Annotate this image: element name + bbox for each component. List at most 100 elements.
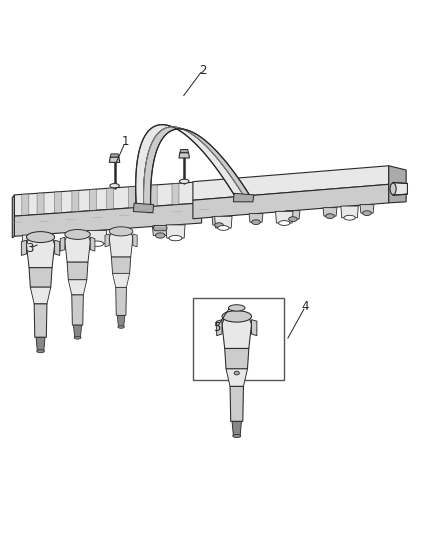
Polygon shape [153,225,167,231]
Polygon shape [34,234,47,239]
Polygon shape [179,152,189,158]
Polygon shape [111,257,131,273]
Text: 4: 4 [301,300,309,313]
Polygon shape [105,234,109,247]
Polygon shape [193,184,389,219]
Polygon shape [136,125,244,207]
Polygon shape [14,203,201,236]
Ellipse shape [109,227,133,236]
Polygon shape [71,231,85,237]
Polygon shape [152,226,168,236]
Polygon shape [33,235,48,244]
Polygon shape [393,182,407,195]
Polygon shape [22,235,42,248]
Ellipse shape [229,305,245,311]
Ellipse shape [344,215,355,220]
Ellipse shape [65,230,90,239]
Ellipse shape [279,221,290,225]
Ellipse shape [26,232,55,243]
Polygon shape [249,214,263,222]
Ellipse shape [36,241,46,247]
Polygon shape [30,287,51,304]
Polygon shape [276,212,293,223]
Ellipse shape [252,220,260,224]
Polygon shape [60,237,65,251]
Polygon shape [29,268,52,287]
Polygon shape [21,240,26,255]
Ellipse shape [215,223,223,228]
Polygon shape [55,240,60,255]
Polygon shape [107,188,114,209]
Ellipse shape [118,326,124,328]
Polygon shape [128,187,135,208]
Polygon shape [222,317,251,349]
Polygon shape [14,182,201,216]
Polygon shape [68,280,87,295]
Polygon shape [150,185,157,206]
Ellipse shape [155,233,165,238]
Polygon shape [226,369,247,386]
Ellipse shape [325,214,334,219]
Ellipse shape [25,246,39,251]
Polygon shape [215,216,232,228]
Ellipse shape [222,311,251,322]
Polygon shape [89,189,96,211]
Polygon shape [172,183,179,205]
Polygon shape [232,422,241,436]
Polygon shape [12,195,14,238]
Polygon shape [193,166,389,200]
Polygon shape [217,320,222,336]
Polygon shape [88,230,107,244]
Text: 3: 3 [26,242,33,255]
Polygon shape [54,191,61,213]
Polygon shape [36,337,45,351]
Polygon shape [34,304,47,337]
Ellipse shape [74,336,81,339]
Polygon shape [323,208,337,216]
Polygon shape [389,166,406,203]
Polygon shape [74,325,81,338]
Ellipse shape [73,239,82,244]
Polygon shape [90,237,95,251]
Ellipse shape [234,371,240,375]
Ellipse shape [289,217,297,222]
Polygon shape [133,234,137,247]
Polygon shape [212,216,226,225]
Polygon shape [67,262,88,280]
Polygon shape [22,194,29,215]
Bar [193,298,284,381]
Polygon shape [133,203,154,213]
Polygon shape [166,225,185,238]
Text: 1: 1 [122,135,129,148]
Ellipse shape [110,183,119,188]
Polygon shape [110,157,120,163]
Polygon shape [360,205,374,213]
Polygon shape [112,228,126,233]
Polygon shape [225,349,249,369]
Ellipse shape [390,183,396,195]
Polygon shape [110,154,119,157]
Polygon shape [230,386,244,422]
Polygon shape [180,149,188,152]
Polygon shape [65,235,90,262]
Polygon shape [233,193,254,202]
Polygon shape [109,231,133,257]
Ellipse shape [218,225,229,230]
Ellipse shape [114,236,124,241]
Polygon shape [72,295,83,325]
Polygon shape [286,211,300,219]
Polygon shape [341,206,358,217]
Ellipse shape [169,236,182,241]
Polygon shape [37,193,44,214]
Text: 5: 5 [213,321,220,334]
Polygon shape [111,229,127,238]
Polygon shape [144,127,251,207]
Text: 2: 2 [199,64,206,77]
Polygon shape [113,273,130,287]
Ellipse shape [37,350,44,353]
Ellipse shape [233,434,241,438]
Polygon shape [251,320,257,336]
Polygon shape [72,190,79,212]
Polygon shape [26,237,55,268]
Ellipse shape [363,211,371,215]
